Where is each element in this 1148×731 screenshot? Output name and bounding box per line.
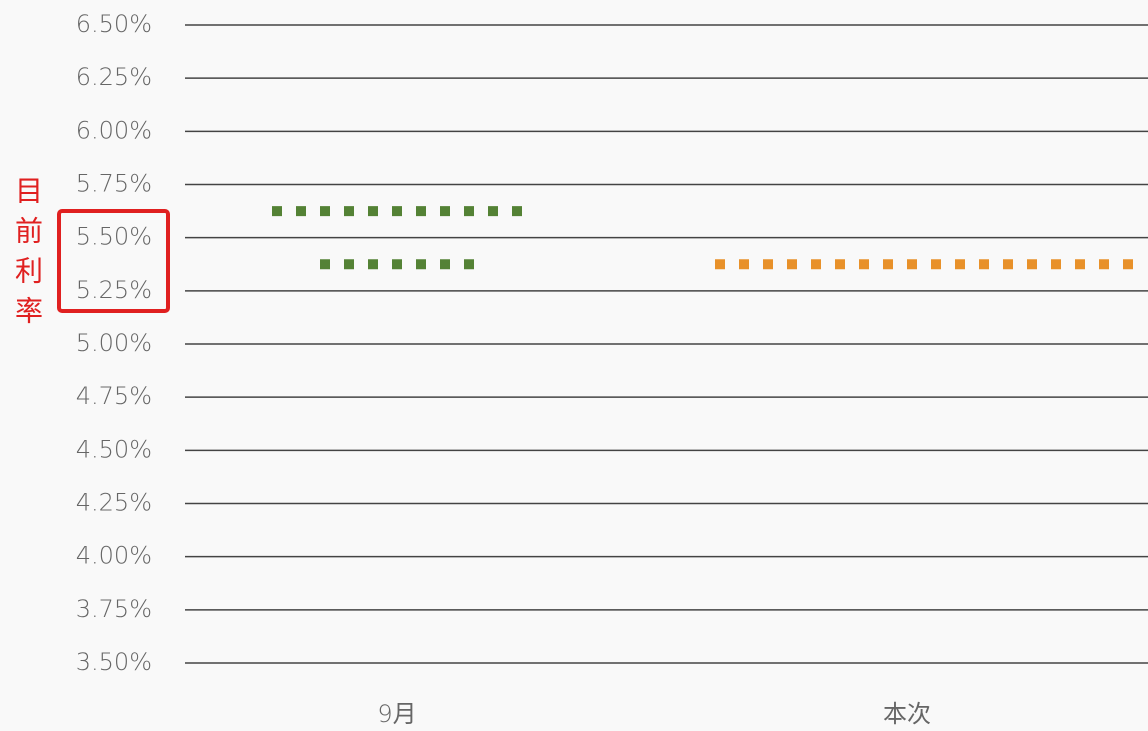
y-tick-label: 5.25% <box>76 276 152 304</box>
y-tick-label: 4.75% <box>76 382 152 410</box>
y-tick-label: 5.75% <box>76 170 152 198</box>
y-tick-label: 6.00% <box>76 116 152 144</box>
x-tick-label: 9月 <box>377 700 416 728</box>
y-tick-label: 6.50% <box>76 10 152 38</box>
x-tick-label: 本次 <box>883 700 931 728</box>
y-tick-label: 5.00% <box>76 329 152 357</box>
y-tick-label: 5.50% <box>76 223 152 251</box>
highlight-box <box>57 209 170 313</box>
annotation: 目前利率 <box>11 176 44 336</box>
y-tick-label: 3.50% <box>76 648 152 676</box>
y-tick-label: 4.50% <box>76 435 152 463</box>
y-tick-label: 4.00% <box>76 542 152 570</box>
y-tick-label: 4.25% <box>76 489 152 517</box>
y-tick-label: 6.25% <box>76 63 152 91</box>
y-tick-label: 3.75% <box>76 595 152 623</box>
